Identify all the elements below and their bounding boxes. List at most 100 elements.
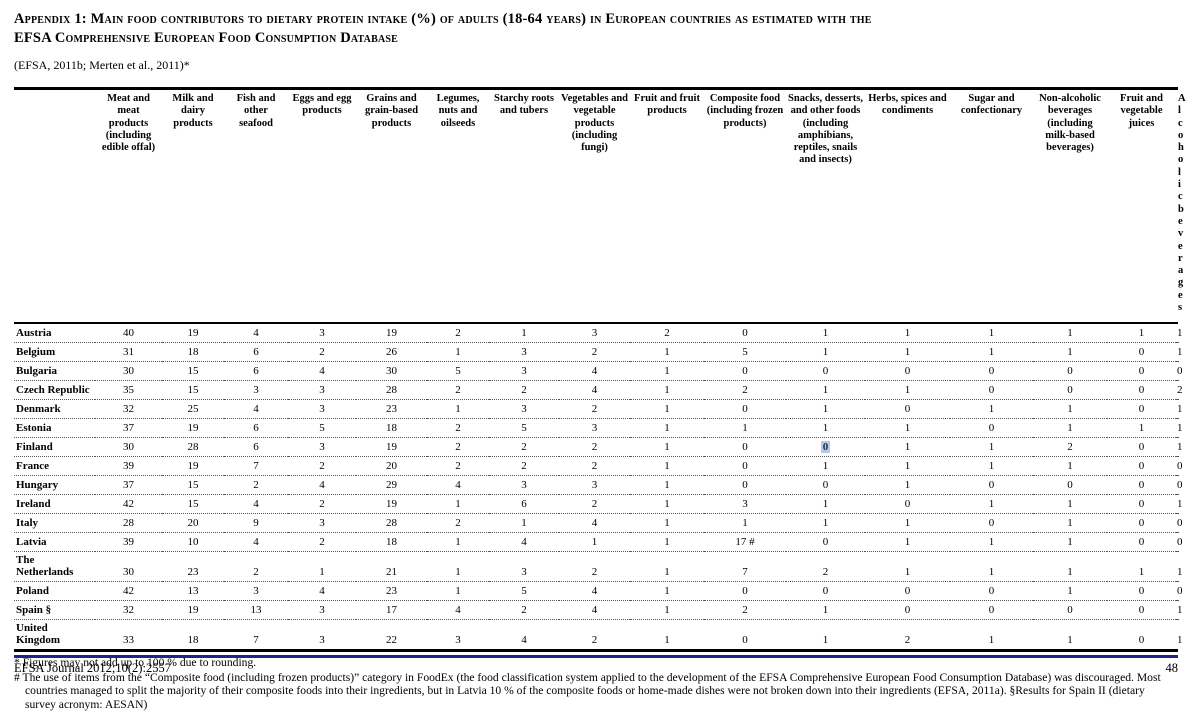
value-cell: 1 (319, 565, 325, 578)
value-cell: 1 (904, 326, 911, 339)
value-cell: 1 (1067, 421, 1073, 434)
value-cell: 7 (253, 633, 259, 646)
appendix-title: Appendix 1: Main food contributors to di… (14, 10, 1178, 48)
value-cell: 18 (187, 633, 199, 646)
value-cell: 3 (319, 326, 325, 339)
value-cell: 0 (904, 603, 911, 616)
column-header: Legumes, nuts and oilseeds (436, 93, 480, 129)
value-cell: 4 (591, 584, 598, 597)
value-cell: 0 (1177, 516, 1183, 529)
value-cell: 4 (455, 478, 461, 491)
value-cell: 1 (664, 603, 670, 616)
value-cell: 37 (123, 478, 134, 491)
country-label: Denmark (16, 403, 61, 416)
column-header: Fruit and vegetable juices (1120, 93, 1163, 129)
value-cell: 0 (904, 402, 911, 415)
value-cell: 1 (664, 440, 670, 453)
value-cell: 1 (664, 565, 670, 578)
value-cell: 0 (988, 364, 995, 377)
value-cell: 0 (1138, 535, 1145, 548)
value-cell: 0 (1177, 584, 1183, 597)
value-cell: 3 (591, 478, 598, 491)
value-cell: 1 (988, 565, 995, 578)
value-cell: 1 (455, 565, 461, 578)
value-cell: 1 (988, 497, 995, 510)
country-label: The Netherlands (16, 553, 74, 579)
value-cell: 13 (187, 584, 199, 597)
value-cell: 3 (591, 421, 598, 434)
value-cell: 1 (988, 633, 995, 646)
value-cell: 1 (988, 326, 995, 339)
country-label: Estonia (16, 422, 52, 435)
column-header: Non-alcoholic beverages (including milk-… (1039, 93, 1101, 154)
value-cell: 1 (904, 459, 911, 472)
column-header: Composite food (including frozen product… (706, 93, 784, 129)
value-cell: 0 (1138, 383, 1145, 396)
value-cell: 3 (319, 603, 325, 616)
value-cell: 39 (123, 459, 134, 472)
value-cell: 0 (988, 383, 995, 396)
value-cell: 1 (1177, 440, 1183, 453)
value-cell: 1 (904, 565, 911, 578)
value-cell: 4 (319, 584, 325, 597)
column-header: Fish and other seafood (236, 93, 276, 129)
value-cell: 40 (123, 326, 134, 339)
value-cell: 1 (521, 516, 527, 529)
value-cell: 1 (1067, 633, 1073, 646)
appendix-title-line2: EFSA Comprehensive European Food Consump… (14, 30, 399, 46)
value-cell: 1 (988, 459, 995, 472)
value-cell: 9 (253, 516, 259, 529)
value-cell: 5 (455, 364, 461, 377)
value-cell: 3 (319, 383, 325, 396)
table-header: Meat and meat products (including edible… (14, 89, 1186, 324)
value-cell: 0 (1067, 364, 1073, 377)
value-cell: 3 (591, 326, 598, 339)
value-cell: 1 (1067, 565, 1073, 578)
value-cell: 3 (319, 633, 325, 646)
value-cell: 0 (988, 478, 995, 491)
value-cell: 2 (521, 459, 527, 472)
value-cell: 2 (591, 633, 598, 646)
value-cell: 1 (1177, 402, 1183, 415)
value-cell: 17 (386, 603, 397, 616)
value-cell: 2 (319, 535, 325, 548)
value-cell: 5 (742, 345, 748, 358)
value-cell: 0 (1177, 478, 1183, 491)
value-cell: 2 (664, 326, 670, 339)
value-cell: 1 (904, 478, 911, 491)
value-cell: 0 (988, 603, 995, 616)
value-cell: 2 (521, 603, 527, 616)
value-cell: 2 (521, 440, 527, 453)
value-cell: 2 (455, 326, 461, 339)
table-row: The Netherlands 30 23 2 1 21 1 3 2 1 7 2 1 1 1 1 1 (14, 551, 1183, 582)
value-cell: 2 (1177, 383, 1183, 396)
value-cell: 0 (1138, 603, 1145, 616)
table-header-row: Meat and meat products (including edible… (14, 89, 1186, 324)
value-cell: 19 (187, 459, 199, 472)
value-cell: 0 (1067, 603, 1073, 616)
value-cell: 1 (1067, 459, 1073, 472)
value-cell: 1 (1177, 421, 1183, 434)
highlighted-value: 0 (820, 440, 831, 453)
value-cell: 13 (250, 603, 262, 616)
value-cell: 0 (742, 326, 748, 339)
value-cell: 3 (742, 497, 748, 510)
value-cell: 2 (253, 478, 259, 491)
value-cell: 0 (742, 478, 748, 491)
value-cell: 0 (904, 584, 911, 597)
value-cell: 1 (664, 478, 670, 491)
value-cell: 0 (1138, 516, 1145, 529)
value-cell: 1 (1177, 565, 1183, 578)
value-cell: 0 (822, 535, 829, 548)
value-cell: 0 (786, 437, 865, 456)
table-body: Austria 40 19 4 3 19 2 1 3 2 0 1 1 1 1 1 1 Belgium 31 18 6 2 2… (14, 323, 1183, 650)
value-cell: 0 (1138, 345, 1145, 358)
value-cell: 4 (253, 402, 259, 415)
value-cell: 1 (664, 516, 670, 529)
value-cell: 23 (187, 565, 199, 578)
value-cell: 23 (386, 402, 397, 415)
value-cell: 37 (123, 421, 134, 434)
value-cell: 4 (521, 633, 527, 646)
value-cell: 5 (319, 421, 325, 434)
